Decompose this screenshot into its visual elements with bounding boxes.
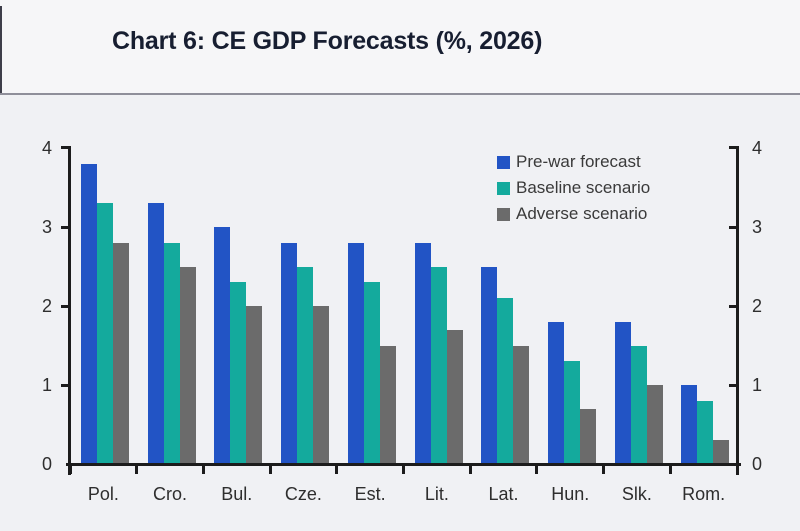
bar-pre-war-forecast-slk — [614, 321, 631, 464]
x-tick-1 — [135, 464, 139, 474]
bar-pre-war-forecast-pol — [81, 163, 97, 464]
y-tick-left-1 — [60, 383, 69, 387]
legend-item: Adverse scenario — [497, 201, 650, 227]
bar-chart: Pre-war forecast Baseline scenario Adverse… — [0, 95, 800, 531]
y-tick-label-left-3: 3 — [41, 217, 52, 237]
bar-pre-war-forecast-rom — [681, 385, 698, 464]
x-category-label-cze: Cze. — [284, 484, 322, 504]
bar-adverse-scenario-est — [379, 345, 396, 464]
legend-item: Pre-war forecast — [497, 149, 650, 175]
legend-label: Adverse scenario — [516, 204, 648, 223]
header-left-border — [0, 6, 2, 94]
bar-adverse-scenario-cro — [179, 266, 196, 464]
y-tick-label-left-4: 4 — [41, 138, 52, 158]
header-divider — [0, 93, 800, 95]
legend-swatch-icon — [497, 207, 510, 221]
bar-adverse-scenario-lat — [513, 345, 530, 464]
bar-pre-war-forecast-lit — [414, 242, 431, 464]
x-category-label-slk: Slk. — [621, 484, 652, 504]
y-tick-label-left-1: 1 — [41, 375, 52, 395]
y-tick-label-right-1: 1 — [752, 375, 763, 395]
x-tick-7 — [535, 464, 539, 474]
x-tick-10 — [735, 464, 739, 474]
bar-adverse-scenario-hun — [579, 408, 596, 464]
legend-swatch-icon — [497, 155, 510, 169]
x-tick-2 — [201, 464, 205, 474]
x-tick-3 — [268, 464, 272, 474]
bar-adverse-scenario-bul — [246, 306, 263, 464]
x-category-label-hun: Hun. — [551, 484, 590, 504]
bar-baseline-scenario-rom — [697, 400, 714, 464]
x-tick-8 — [602, 464, 606, 474]
x-category-label-lit: Lit. — [424, 484, 449, 504]
bar-baseline-scenario-lat — [497, 298, 514, 464]
x-category-label-lat: Lat. — [488, 484, 519, 504]
bar-adverse-scenario-pol — [113, 242, 129, 464]
bar-baseline-scenario-hun — [563, 361, 580, 464]
y-tick-label-left-2: 2 — [41, 296, 52, 316]
bar-pre-war-forecast-bul — [214, 227, 231, 464]
bar-pre-war-forecast-hun — [547, 321, 564, 464]
x-tick-4 — [335, 464, 339, 474]
bar-pre-war-forecast-lat — [481, 266, 498, 464]
x-category-label-est: Est. — [354, 484, 386, 504]
bar-pre-war-forecast-cro — [147, 203, 164, 464]
y-tick-left-2 — [60, 304, 69, 308]
y-axis-left — [67, 146, 71, 475]
y-tick-label-right-2: 2 — [752, 296, 763, 316]
chart-title: Chart 6: CE GDP Forecasts (%, 2026) — [112, 27, 543, 55]
x-tick-9 — [668, 464, 672, 474]
x-category-label-cro: Cro. — [153, 484, 188, 504]
bar-adverse-scenario-slk — [646, 385, 663, 464]
legend-label: Baseline scenario — [516, 178, 651, 197]
y-tick-label-right-4: 4 — [752, 138, 763, 158]
y-tick-left-3 — [60, 225, 69, 229]
y-axis-right — [735, 146, 739, 475]
chart-header: Chart 6: CE GDP Forecasts (%, 2026) — [0, 0, 800, 94]
y-tick-label-left-0: 0 — [41, 454, 52, 474]
legend-swatch-icon — [497, 181, 510, 195]
x-tick-0 — [68, 464, 72, 474]
y-tick-label-right-0: 0 — [752, 454, 763, 474]
y-axis-right-top-cap — [728, 146, 739, 149]
legend-item: Baseline scenario — [497, 175, 650, 201]
y-tick-right-3 — [728, 225, 737, 229]
y-tick-right-2 — [728, 304, 737, 308]
bar-pre-war-forecast-cze — [281, 242, 298, 464]
bar-adverse-scenario-rom — [713, 440, 730, 464]
x-category-label-rom: Rom. — [682, 484, 726, 504]
y-tick-right-1 — [728, 383, 737, 387]
y-tick-label-right-3: 3 — [752, 217, 763, 237]
bar-baseline-scenario-lit — [430, 266, 447, 464]
x-tick-6 — [468, 464, 472, 474]
bar-baseline-scenario-slk — [630, 345, 647, 464]
bar-adverse-scenario-lit — [446, 329, 463, 464]
bar-adverse-scenario-cze — [313, 306, 330, 464]
bar-baseline-scenario-est — [363, 282, 380, 464]
x-category-label-bul: Bul. — [221, 484, 253, 504]
bar-baseline-scenario-pol — [97, 203, 113, 464]
bar-pre-war-forecast-est — [347, 242, 364, 464]
legend: Pre-war forecast Baseline scenario Adverse… — [497, 149, 650, 227]
y-axis-left-top-cap — [60, 146, 71, 149]
bar-baseline-scenario-bul — [230, 282, 247, 464]
x-category-label-pol: Pol. — [87, 484, 119, 504]
bar-baseline-scenario-cro — [163, 242, 180, 464]
legend-label: Pre-war forecast — [516, 152, 641, 171]
bar-baseline-scenario-cze — [297, 266, 314, 464]
x-tick-5 — [402, 464, 405, 474]
